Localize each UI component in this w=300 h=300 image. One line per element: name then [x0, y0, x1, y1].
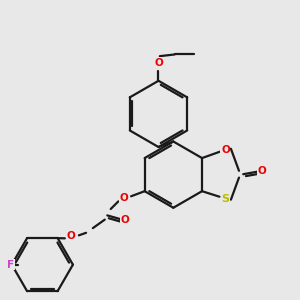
Text: O: O	[119, 193, 128, 202]
Text: O: O	[258, 166, 267, 176]
Text: F: F	[8, 260, 14, 270]
Text: O: O	[121, 215, 130, 226]
Text: O: O	[221, 145, 230, 154]
Text: O: O	[67, 231, 76, 241]
Text: O: O	[154, 58, 163, 68]
Text: S: S	[221, 194, 230, 204]
